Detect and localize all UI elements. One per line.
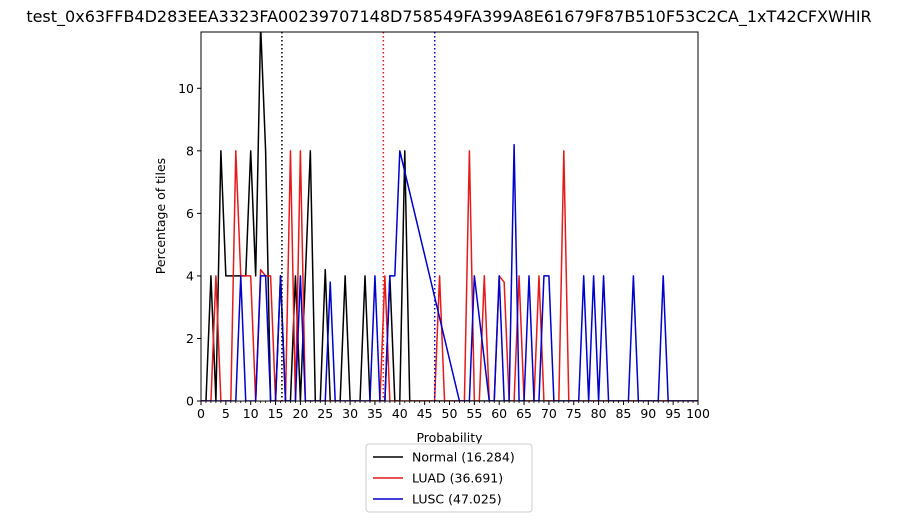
x-tick-label: 35 [367,406,383,421]
x-tick-label: 15 [268,406,284,421]
x-tick-label: 45 [417,406,433,421]
mean-lines [281,32,436,401]
x-tick-label: 5 [222,406,230,421]
x-tick-label: 85 [615,406,631,421]
legend-label-2: LUSC (47.025) [412,492,502,507]
ticks: 0 5 10 15 20 25 30 35 40 45 50 55 60 65 70 75 80 85 90 95 10… [178,81,710,421]
x-tick-label: 50 [442,406,458,421]
y-axis-label: Percentage of tiles [153,158,168,274]
x-axis-label: Probability [416,430,483,445]
x-tick-label: 25 [317,406,333,421]
x-tick-label: 20 [292,406,308,421]
legend: Normal (16.284) LUAD (36.691) LUSC (47.025… [365,443,533,513]
x-tick-label: 10 [243,406,259,421]
x-tick-label: 95 [665,406,681,421]
x-tick-label: 55 [466,406,482,421]
axes [200,31,699,402]
axes-frame [200,31,699,402]
x-tick-label: 65 [516,406,532,421]
series-line-1 [201,150,698,401]
y-tick-label: 0 [186,394,194,409]
x-tick-label: 80 [591,406,607,421]
plot-area [201,32,698,401]
x-tick-label: 100 [686,406,710,421]
x-tick-label: 30 [342,406,358,421]
x-tick-label: 70 [541,406,557,421]
y-tick-label: 2 [186,331,194,346]
y-tick-label: 4 [186,268,194,283]
x-tick-label: 0 [197,406,205,421]
x-tick-label: 75 [566,406,582,421]
legend-frame [365,443,533,513]
series-line-2 [201,143,698,401]
x-tick-label: 90 [640,406,656,421]
y-tick-label: 10 [178,81,194,96]
legend-label-0: Normal (16.284) [412,450,515,465]
x-tick-label: 60 [491,406,507,421]
y-tick-label: 8 [186,143,194,158]
x-tick-label: 40 [392,406,408,421]
chart-title: test_0x63FFB4D283EEA3323FA00239707148D75… [26,7,871,27]
legend-label-1: LUAD (36.691) [412,471,503,486]
y-tick-label: 6 [186,206,194,221]
series-line-0 [201,32,698,401]
